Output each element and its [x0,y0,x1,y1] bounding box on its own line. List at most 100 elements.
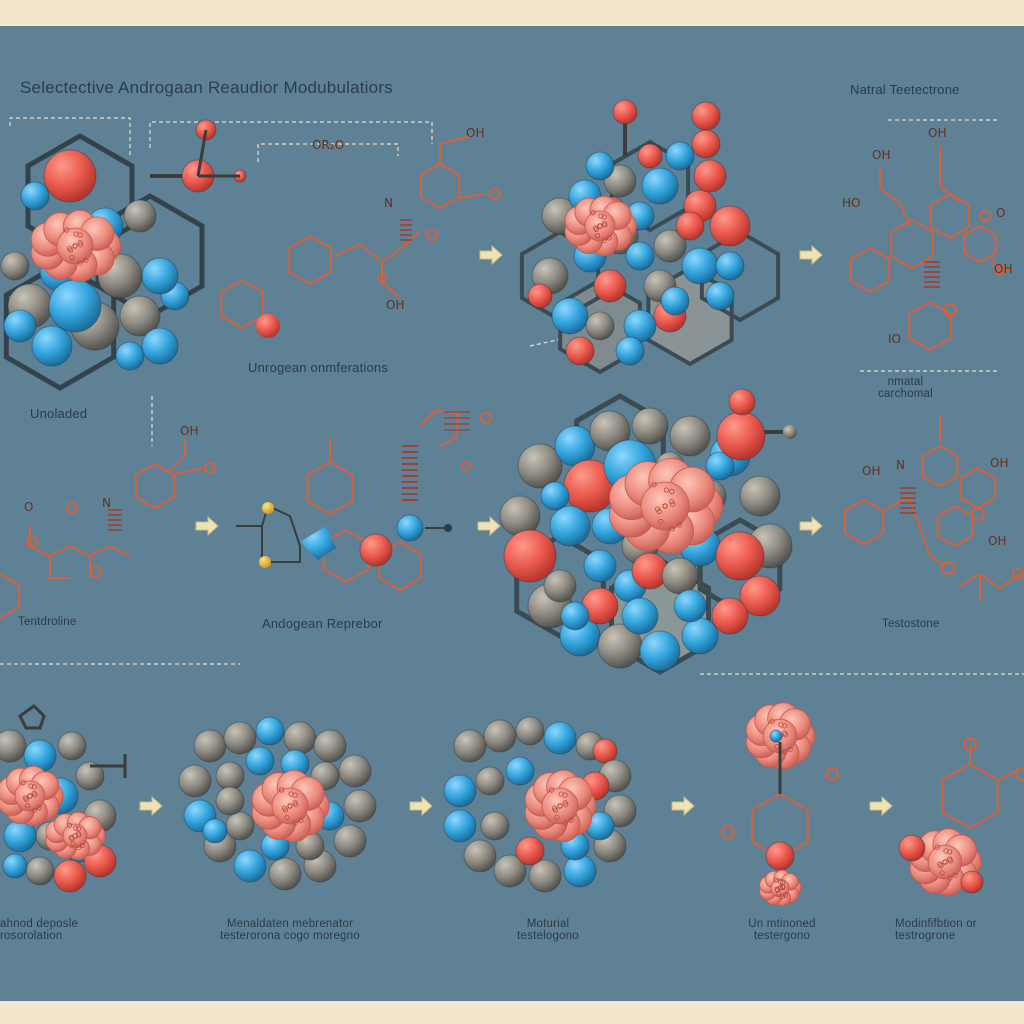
atom-sphere [585,151,615,181]
protein-texture [677,522,683,528]
atom-sphere [493,854,527,888]
atom-sphere [0,251,30,281]
chem-label: OH [994,262,1013,276]
molecule-bottom-5 [898,737,1024,896]
molecule-bottom-1 [0,704,127,893]
protein-lobe [640,481,690,531]
bond-line [169,440,186,472]
atom-sphere [681,247,719,285]
protein-texture [597,223,603,229]
atom-sphere [716,411,766,461]
molecule-bottom-2 [178,716,377,891]
bond-line [439,135,471,164]
label-androgen-receptor: Andogean Reprebor [262,616,383,631]
protein-texture [549,787,555,793]
atom-sphere [543,721,577,755]
atom-sphere [592,738,618,764]
chem-label: O [24,500,34,514]
protein-texture [937,861,943,867]
atom-sphere [444,524,452,532]
hexagon-ring [134,462,176,510]
chem-label: OR₂O [312,138,345,152]
protein-texture [778,722,784,728]
atom-sphere [453,729,487,763]
protein-texture [284,814,290,821]
atom-sphere [783,425,797,439]
atom-sphere [517,443,563,489]
arrow-icon [139,795,163,817]
atom-sphere [715,251,745,281]
hexagon-ring [929,192,971,240]
atom-sphere [215,761,245,791]
atom-sphere [483,719,517,753]
molecule-bottom-3 [443,716,637,893]
protein-lobe [584,210,616,242]
arrow-icon [477,515,501,537]
hexagon-ring [890,218,934,270]
atom-sphere [540,481,570,511]
atom-sphere [233,849,267,883]
protein-texture [293,802,299,808]
formula-testosterone [843,416,1024,602]
atom-sphere [551,297,589,335]
protein-texture [551,805,558,811]
protein-texture [669,499,675,505]
diagram-artwork [0,99,1024,907]
protein-texture [662,503,668,509]
oxygen-ring [204,462,216,474]
protein-texture [777,879,784,885]
atom-sphere [673,589,707,623]
oxygen-ring [426,229,438,241]
atom-sphere [262,502,274,514]
protein-texture [77,232,83,238]
protein-texture [592,225,598,231]
oxygen-ring [721,825,735,839]
chem-label: OH [990,456,1009,470]
atom-sphere [255,716,285,746]
arrow-icon [409,795,433,817]
atom-sphere [25,856,55,886]
protein-texture [75,826,81,832]
bond-line [459,193,486,199]
atom-sphere [709,205,751,247]
bond-line [959,573,1021,589]
atom-sphere [661,557,699,595]
atom-sphere [178,764,212,798]
atom-sphere [338,754,372,788]
protein-texture [22,795,28,801]
protein-texture [279,787,285,793]
atom-sphere [443,774,477,808]
protein-blob [45,811,106,861]
bond-line [49,556,70,579]
bond-line [997,769,1019,781]
atom-sphere [528,859,562,893]
connector-line [9,117,131,156]
chem-label: OH [862,464,881,478]
label-bottom-5: Modinfifbtion or testrogrone [895,918,977,942]
atom-sphere [515,836,545,866]
atom-sphere [583,549,617,583]
hexagon-ring [963,224,997,264]
oxygen-ring [941,561,955,575]
atom-sphere [681,617,719,655]
atom-sphere [691,129,721,159]
protein-texture [557,803,563,809]
protein-texture [669,488,675,495]
protein-texture [939,870,945,876]
connector-line [529,325,621,347]
atom-sphere [31,325,73,367]
protein-texture [947,849,953,855]
protein-texture [782,892,789,898]
atom-sphere [475,766,505,796]
label-bottom-2: Menaldaten mebrenator testerorona cogo m… [220,918,360,942]
atom-sphere [593,269,627,303]
atom-sphere [691,101,721,131]
atom-sphere [259,556,271,568]
oxygen-ring [489,188,501,200]
arrow-icon [479,244,503,266]
label-natural-conformal: nmatal carchomal [878,376,933,400]
protein-texture [598,213,604,219]
atom-sphere [215,786,245,816]
molecule-bottom-4 [721,702,839,907]
atom-sphere [503,529,557,583]
